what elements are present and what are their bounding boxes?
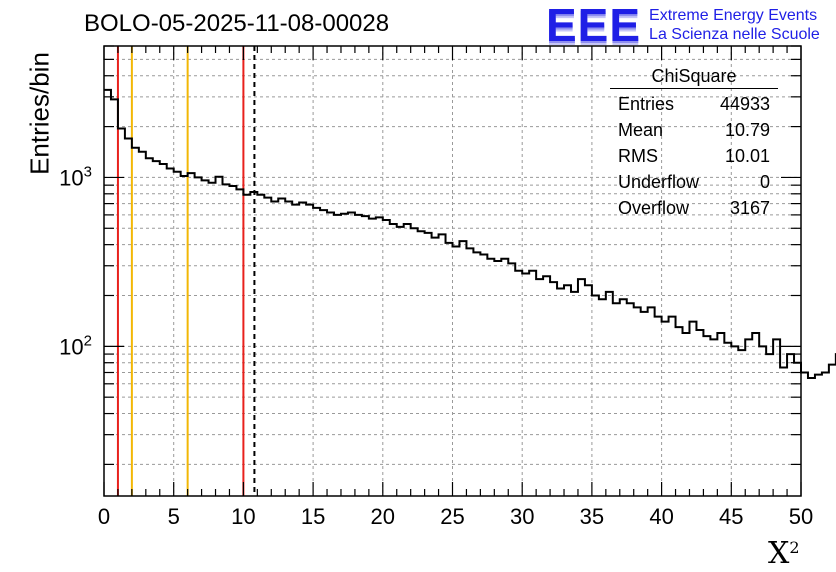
stats-value: 10.01 [724, 146, 770, 166]
x-tick-label: 15 [301, 504, 325, 529]
stats-label: RMS [618, 146, 658, 166]
stats-label: Overflow [618, 198, 690, 218]
x-tick-label: 5 [168, 504, 180, 529]
stats-box: ChiSquare Entries 44933 Mean 10.79 RMS 1… [610, 66, 778, 221]
stats-label: Mean [618, 120, 664, 140]
eee-logo: EEE Extreme Energy Events La Scienza nel… [546, 2, 820, 48]
stats-value: 10.79 [724, 120, 770, 140]
eee-logo-text: Extreme Energy Events La Scienza nelle S… [649, 6, 820, 44]
stats-row-underflow: Underflow 0 [610, 169, 778, 195]
x-tick-label: 35 [580, 504, 604, 529]
grid-lines [104, 45, 801, 496]
x-axis-label: X2 [768, 536, 800, 571]
stats-value: 44933 [719, 94, 770, 114]
y-tick-label: 102 [59, 332, 92, 359]
x-tick-label: 10 [231, 504, 255, 529]
stats-value: 3167 [729, 198, 770, 218]
eee-logo-mark: EEE [546, 0, 642, 51]
x-tick-label: 40 [649, 504, 673, 529]
y-tick-base: 10 [59, 165, 83, 190]
stats-row-mean: Mean 10.79 [610, 117, 778, 143]
x-tick-label: 0 [98, 504, 110, 529]
plot-title: BOLO-05-2025-11-08-00028 [84, 10, 390, 37]
logo-line-2: La Scienza nelle Scuole [649, 26, 820, 43]
axis-ticks [103, 45, 802, 496]
y-tick-exponent: 3 [84, 163, 92, 180]
stats-title: ChiSquare [610, 66, 778, 89]
histogram-series [104, 88, 836, 379]
stats-row-rms: RMS 10.01 [610, 143, 778, 169]
reference-lines [116, 46, 256, 496]
stats-label: Underflow [618, 172, 700, 192]
x-tick-label: 50 [789, 504, 813, 529]
x-tick-label: 30 [510, 504, 534, 529]
x-tick-label: 25 [440, 504, 464, 529]
stats-value: 0 [759, 172, 770, 192]
y-tick-label: 103 [59, 163, 92, 190]
stats-row-entries: Entries 44933 [610, 91, 778, 117]
stats-row-overflow: Overflow 3167 [610, 195, 778, 221]
y-axis-label: Entries/bin [24, 52, 55, 175]
x-axis-superscript: 2 [789, 538, 800, 557]
y-tick-base: 10 [59, 334, 83, 359]
x-tick-label: 45 [719, 504, 743, 529]
y-tick-exponent: 2 [84, 332, 92, 349]
stats-label: Entries [618, 94, 675, 114]
histogram-line [104, 88, 836, 379]
x-axis-symbol: X [768, 536, 790, 571]
logo-line-1: Extreme Energy Events [649, 7, 818, 24]
x-tick-label: 20 [371, 504, 395, 529]
